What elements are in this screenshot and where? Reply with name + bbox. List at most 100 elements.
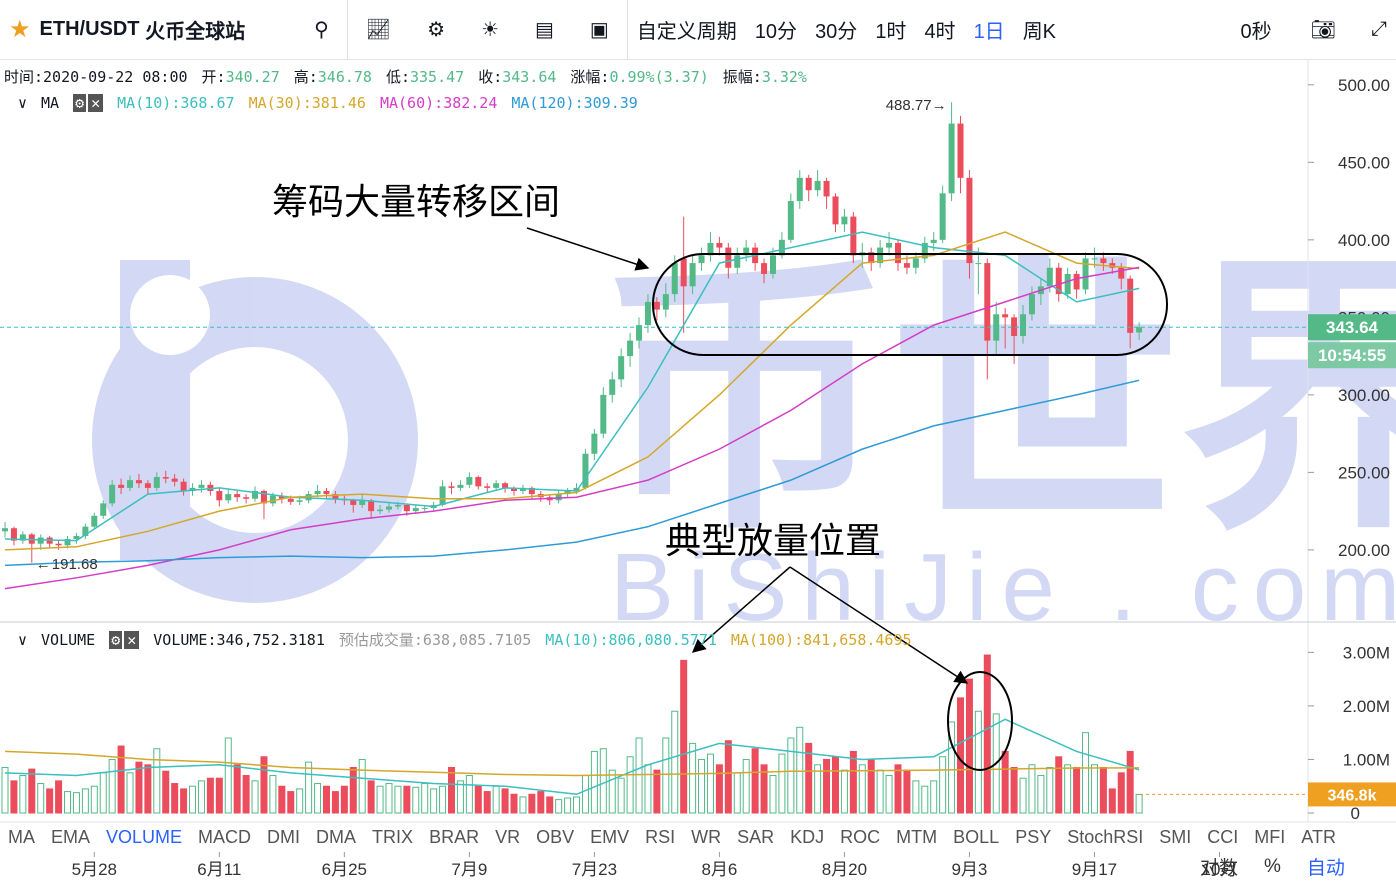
volume-bar bbox=[456, 780, 464, 814]
volume-bar bbox=[430, 788, 438, 814]
candle-body bbox=[841, 216, 848, 225]
volume-bar bbox=[474, 785, 482, 814]
info-label: 振幅: bbox=[722, 68, 762, 86]
candle-body bbox=[1136, 327, 1143, 333]
indicator-tab[interactable]: DMI bbox=[267, 826, 301, 847]
period[interactable]: 周K bbox=[1022, 21, 1057, 43]
candle-body bbox=[269, 495, 276, 504]
chart-icon[interactable]: ▣ bbox=[589, 19, 609, 41]
star-icon[interactable]: ★ bbox=[9, 16, 31, 43]
gear-icon[interactable]: ⚙ bbox=[73, 94, 87, 112]
volume-bar bbox=[492, 785, 500, 814]
info-value: 346.78 bbox=[317, 68, 372, 86]
collapse-icon[interactable]: ∨ bbox=[18, 630, 28, 649]
volume-bar bbox=[599, 748, 607, 814]
volume-bar bbox=[653, 769, 661, 814]
indicator-tab[interactable]: ATR bbox=[1301, 826, 1336, 847]
camera-icon[interactable]: 📷︎ bbox=[1310, 19, 1336, 41]
indicator-tab[interactable]: VR bbox=[495, 826, 521, 847]
indicator-tab[interactable]: CCI bbox=[1207, 826, 1239, 847]
candle-body bbox=[671, 263, 678, 295]
period[interactable]: 10分 bbox=[754, 21, 798, 43]
candle-body bbox=[287, 498, 294, 502]
candle-body bbox=[680, 258, 687, 287]
volume-bar bbox=[224, 737, 232, 814]
volume-bar bbox=[421, 783, 429, 814]
volume-bar bbox=[921, 785, 929, 814]
close-icon[interactable]: ✕ bbox=[88, 94, 104, 112]
volume-bar bbox=[787, 737, 795, 814]
volume-bar bbox=[37, 783, 45, 814]
candle-body bbox=[305, 494, 312, 501]
y-tick-label: 250.00 bbox=[1338, 463, 1390, 482]
indicator-icon[interactable]: 📈︎ bbox=[365, 19, 392, 41]
ma-line bbox=[4, 266, 1140, 590]
candle-body bbox=[368, 500, 375, 512]
legend-item: MA(10):806,080.5771 bbox=[545, 631, 717, 649]
info-value: 335.47 bbox=[410, 68, 465, 86]
legend-item: MA(120):309.39 bbox=[511, 94, 637, 112]
axis-option[interactable]: 对数 bbox=[1200, 858, 1239, 879]
indicator-tab[interactable]: SAR bbox=[737, 826, 775, 847]
indicator-tab[interactable]: BRAR bbox=[429, 826, 480, 847]
candle-body bbox=[716, 242, 723, 248]
indicator-tab[interactable]: MACD bbox=[198, 826, 252, 847]
candle-body bbox=[582, 453, 589, 488]
collapse-icon[interactable]: ∨ bbox=[18, 94, 28, 112]
custom-period[interactable]: 自定义周期 bbox=[636, 21, 737, 43]
info-item: 收:343.64 bbox=[478, 66, 556, 87]
volume-bar bbox=[153, 748, 161, 814]
indicator-tab[interactable]: DMA bbox=[316, 826, 357, 847]
indicator-tab[interactable]: EMV bbox=[590, 826, 630, 847]
close-icon[interactable]: ✕ bbox=[124, 630, 140, 649]
ma-legend: ∨ MA ⚙ ✕ MA(10):368.67 MA(30):381.46 MA(60)… bbox=[18, 94, 638, 112]
candle-body bbox=[975, 263, 982, 265]
indicator-tab[interactable]: RSI bbox=[645, 826, 676, 847]
legend-item: MA(60):382.24 bbox=[380, 94, 497, 112]
indicator-tab[interactable]: PSY bbox=[1015, 826, 1052, 847]
x-tick-label: 8月6 bbox=[701, 860, 737, 879]
indicator-tab[interactable]: OBV bbox=[536, 826, 575, 847]
layout-icon[interactable]: ▤ bbox=[535, 19, 554, 41]
indicator-tab[interactable]: WR bbox=[691, 826, 722, 847]
indicator-tab[interactable]: KDJ bbox=[790, 826, 825, 847]
candle-body bbox=[939, 193, 946, 240]
annotation-ellipse bbox=[947, 671, 1013, 771]
info-item: 高:346.78 bbox=[294, 66, 372, 87]
indicator-tab[interactable]: MTM bbox=[896, 826, 938, 847]
candle-body bbox=[769, 255, 776, 274]
settings-icon[interactable]: ⚙ bbox=[427, 19, 446, 41]
period[interactable]: 4时 bbox=[924, 21, 956, 43]
period[interactable]: 1日 bbox=[973, 21, 1005, 43]
volume-bar bbox=[322, 785, 330, 814]
candle-body bbox=[252, 490, 259, 499]
annotation-text: 筹码大量转移区间 bbox=[272, 182, 560, 223]
indicator-tab[interactable]: MFI bbox=[1254, 826, 1286, 847]
volume-bar bbox=[233, 764, 241, 814]
x-tick-label: 5月28 bbox=[72, 860, 117, 879]
indicator-tab[interactable]: ROC bbox=[840, 826, 881, 847]
indicator-tab[interactable]: StochRSI bbox=[1067, 826, 1144, 847]
indicator-tab[interactable]: SMI bbox=[1159, 826, 1192, 847]
period[interactable]: 1时 bbox=[875, 21, 907, 43]
candle-body bbox=[1100, 258, 1107, 264]
fullscreen-icon[interactable]: ⤢ bbox=[1371, 18, 1387, 40]
candle-body bbox=[921, 242, 928, 259]
volume-bar bbox=[81, 788, 89, 814]
theme-icon[interactable]: ☀ bbox=[481, 19, 499, 41]
indicator-tab[interactable]: BOLL bbox=[953, 826, 1000, 847]
indicator-tab[interactable]: VOLUME bbox=[106, 826, 183, 847]
axis-option[interactable]: 自动 bbox=[1306, 858, 1345, 879]
legend-label: MA(10): bbox=[545, 630, 609, 649]
candle-body bbox=[877, 247, 884, 264]
gear-icon[interactable]: ⚙ bbox=[109, 630, 123, 649]
indicator-tab[interactable]: MA bbox=[8, 826, 35, 847]
ma-line bbox=[4, 718, 1140, 796]
indicator-tab[interactable]: EMA bbox=[51, 826, 91, 847]
volume-bar bbox=[117, 745, 125, 814]
indicator-tab[interactable]: TRIX bbox=[372, 826, 414, 847]
symbol: ETH/USDT bbox=[39, 18, 140, 40]
period[interactable]: 30分 bbox=[815, 21, 858, 43]
axis-option[interactable]: % bbox=[1264, 855, 1281, 877]
search-icon[interactable]: ⚲ bbox=[314, 19, 329, 41]
